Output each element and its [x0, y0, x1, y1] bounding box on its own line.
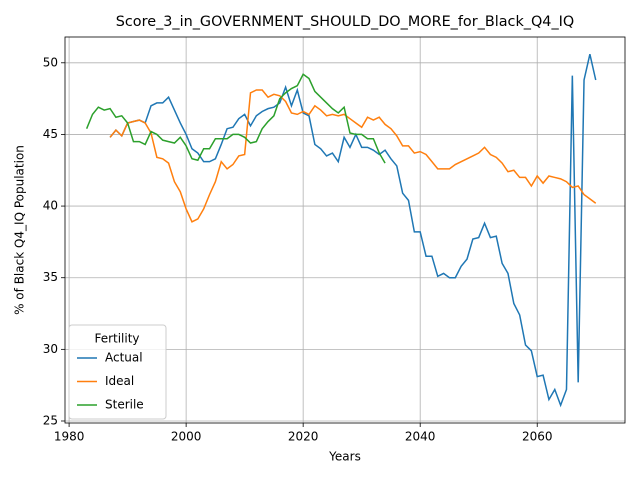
y-tick-label: 25: [43, 413, 58, 427]
data-line: [109, 54, 597, 408]
legend-title: Fertility: [94, 332, 139, 346]
chart-title: Score_3_in_GOVERNMENT_SHOULD_DO_MORE_for…: [116, 14, 574, 30]
x-tick-label: 2040: [405, 430, 436, 444]
plot-frame: [64, 36, 626, 424]
y-axis-label: % of Black Q4_IQ Population: [13, 145, 27, 315]
data-line: [109, 89, 597, 223]
x-tick-label: 2020: [288, 430, 319, 444]
y-tick-label: 40: [43, 199, 58, 213]
x-axis-label: Years: [328, 450, 361, 464]
y-tick-label: 35: [43, 270, 58, 284]
x-tick-label: 1980: [54, 430, 85, 444]
legend-label: Actual: [105, 351, 143, 365]
legend-label: Sterile: [105, 398, 144, 412]
x-tick-label: 2060: [522, 430, 553, 444]
legend-label: Ideal: [105, 374, 134, 388]
y-tick-label: 30: [43, 342, 58, 356]
legend-box: [68, 324, 167, 420]
y-tick-label: 45: [43, 127, 58, 141]
x-tick-label: 2000: [171, 430, 202, 444]
data-line: [85, 73, 386, 164]
y-tick-label: 50: [43, 55, 58, 69]
